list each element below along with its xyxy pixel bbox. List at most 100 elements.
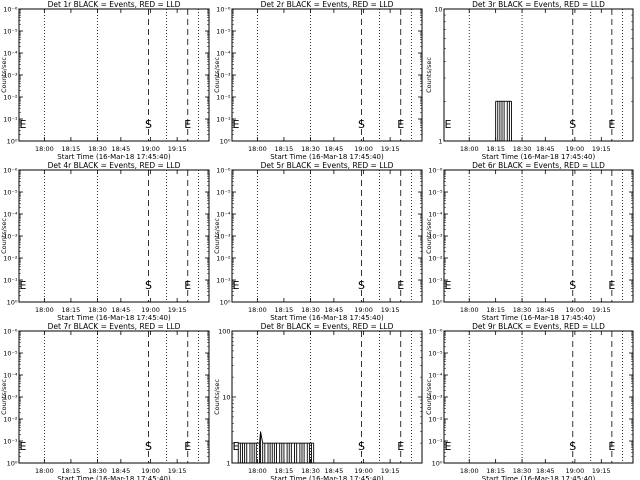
x-tick-label: 18:15 [275, 467, 294, 475]
y-axis-label: Counts/sec [0, 57, 8, 93]
x-tick-label: 18:00 [460, 467, 479, 475]
x-tick-label: 19:00 [141, 306, 160, 314]
start-marker: S [358, 118, 365, 131]
y-axis-label: Counts/sec [425, 218, 433, 254]
x-tick-label: 19:15 [592, 145, 611, 153]
panel-title: Det 3r BLACK = Events, RED = LLD [472, 0, 605, 9]
y-tick-label: 10⁰ [7, 460, 18, 468]
plot-frame [18, 169, 210, 303]
x-tick-label: 19:00 [566, 145, 585, 153]
y-tick-label: 10⁻² [428, 416, 443, 424]
end-marker: E [445, 440, 452, 453]
y-tick-label: 10⁰ [220, 138, 231, 146]
x-axis-label: Start Time (16-Mar-18 17:45:40) [57, 475, 171, 480]
y-axis-label: Counts/sec [213, 218, 221, 254]
x-tick-label: 18:30 [301, 467, 320, 475]
x-tick-label: 18:00 [460, 306, 479, 314]
y-tick-label: 10⁻⁴ [3, 211, 18, 219]
start-marker: S [569, 118, 576, 131]
x-axis-label: Start Time (16-Mar-18 17:45:40) [482, 475, 596, 480]
y-tick-label: 10⁻⁵ [3, 28, 18, 36]
x-tick-label: 19:00 [354, 145, 373, 153]
y-tick-label: 1 [438, 138, 442, 146]
x-tick-label: 18:45 [324, 306, 343, 314]
x-tick-label: 19:00 [566, 467, 585, 475]
x-axis-label: Start Time (16-Mar-18 17:45:40) [57, 153, 171, 161]
panel-det-9: Det 9r BLACK = Events, RED = LLD Counts/s… [425, 322, 634, 480]
x-tick-label: 19:15 [381, 467, 400, 475]
panel-title: Det 9r BLACK = Events, RED = LLD [472, 322, 605, 331]
x-tick-label: 18:30 [88, 145, 107, 153]
x-tick-label: 18:45 [324, 145, 343, 153]
panel-det-4: Det 4r BLACK = Events, RED = LLD Counts/s… [0, 161, 210, 322]
y-tick-label: 10⁻⁶ [216, 167, 231, 175]
y-tick-label: 10⁻² [3, 416, 18, 424]
y-tick-label: 10⁻¹ [216, 277, 231, 285]
panel-title: Det 6r BLACK = Events, RED = LLD [472, 161, 605, 170]
panel-det-5: Det 5r BLACK = Events, RED = LLD Counts/s… [213, 161, 423, 322]
end-marker: E [20, 440, 27, 453]
y-tick-label: 10⁰ [220, 299, 231, 307]
y-tick-label: 10⁻² [3, 94, 18, 102]
y-axis-label: Counts/sec [213, 57, 221, 93]
x-tick-label: 18:30 [88, 306, 107, 314]
x-tick-label: 18:15 [275, 145, 294, 153]
end-marker: E [233, 279, 240, 292]
y-axis-label: Counts/sec [0, 379, 8, 415]
y-tick-label: 10⁻⁵ [3, 189, 18, 197]
y-tick-label: 10 [222, 394, 230, 402]
x-tick-label: 18:15 [486, 306, 505, 314]
x-tick-label: 18:00 [35, 467, 54, 475]
end-marker: E [397, 279, 404, 292]
y-tick-label: 10⁻⁶ [3, 6, 18, 14]
y-tick-label: 100 [218, 328, 230, 336]
y-tick-label: 10⁰ [432, 299, 443, 307]
y-tick-label: 10⁻³ [216, 233, 231, 241]
end-marker: E [20, 279, 27, 292]
x-tick-label: 19:00 [566, 306, 585, 314]
panel-title: Det 1r BLACK = Events, RED = LLD [48, 0, 181, 9]
y-tick-label: 10 [434, 6, 442, 14]
panel-det-3: Det 3r BLACK = Events, RED = LLD Counts/s… [425, 0, 634, 161]
y-tick-label: 10⁻⁵ [216, 28, 231, 36]
start-marker: S [145, 118, 152, 131]
y-axis-label: Counts/sec [0, 218, 8, 254]
y-tick-label: 10⁻⁶ [3, 328, 18, 336]
x-axis-label: Start Time (16-Mar-18 17:45:40) [270, 475, 384, 480]
y-tick-label: 10⁻² [3, 255, 18, 263]
x-tick-label: 19:15 [168, 306, 187, 314]
y-tick-label: 10⁻⁴ [216, 211, 231, 219]
start-marker: S [569, 279, 576, 292]
plot-frame [443, 8, 634, 142]
x-axis-label: Start Time (16-Mar-18 17:45:40) [270, 153, 384, 161]
y-tick-label: 10⁻⁵ [3, 350, 18, 358]
end-marker: E [608, 440, 615, 453]
x-tick-label: 18:15 [275, 306, 294, 314]
x-tick-label: 19:15 [592, 467, 611, 475]
plot-frame [18, 330, 210, 464]
y-tick-label: 1 [226, 460, 230, 468]
end-marker: E [20, 118, 27, 131]
x-tick-label: 18:15 [62, 145, 81, 153]
y-tick-label: 10⁻⁵ [428, 189, 443, 197]
x-tick-label: 18:45 [536, 306, 555, 314]
y-tick-label: 10⁻⁵ [428, 350, 443, 358]
x-tick-label: 18:30 [88, 467, 107, 475]
x-tick-label: 18:30 [301, 306, 320, 314]
x-tick-label: 19:15 [168, 467, 187, 475]
x-tick-label: 18:45 [111, 467, 130, 475]
end-marker: E [445, 279, 452, 292]
y-tick-label: 10⁰ [432, 460, 443, 468]
x-axis-label: Start Time (16-Mar-18 17:45:40) [57, 314, 171, 322]
y-tick-label: 10⁻³ [3, 233, 18, 241]
end-marker: E [397, 440, 404, 453]
x-axis-label: Start Time (16-Mar-18 17:45:40) [270, 314, 384, 322]
end-marker: E [233, 118, 240, 131]
y-tick-label: 10⁻³ [216, 72, 231, 80]
x-tick-label: 18:30 [301, 145, 320, 153]
panel-det-2: Det 2r BLACK = Events, RED = LLD Counts/s… [213, 0, 423, 161]
x-tick-label: 18:00 [460, 145, 479, 153]
event-step [259, 431, 262, 444]
y-tick-label: 10⁻⁶ [428, 328, 443, 336]
